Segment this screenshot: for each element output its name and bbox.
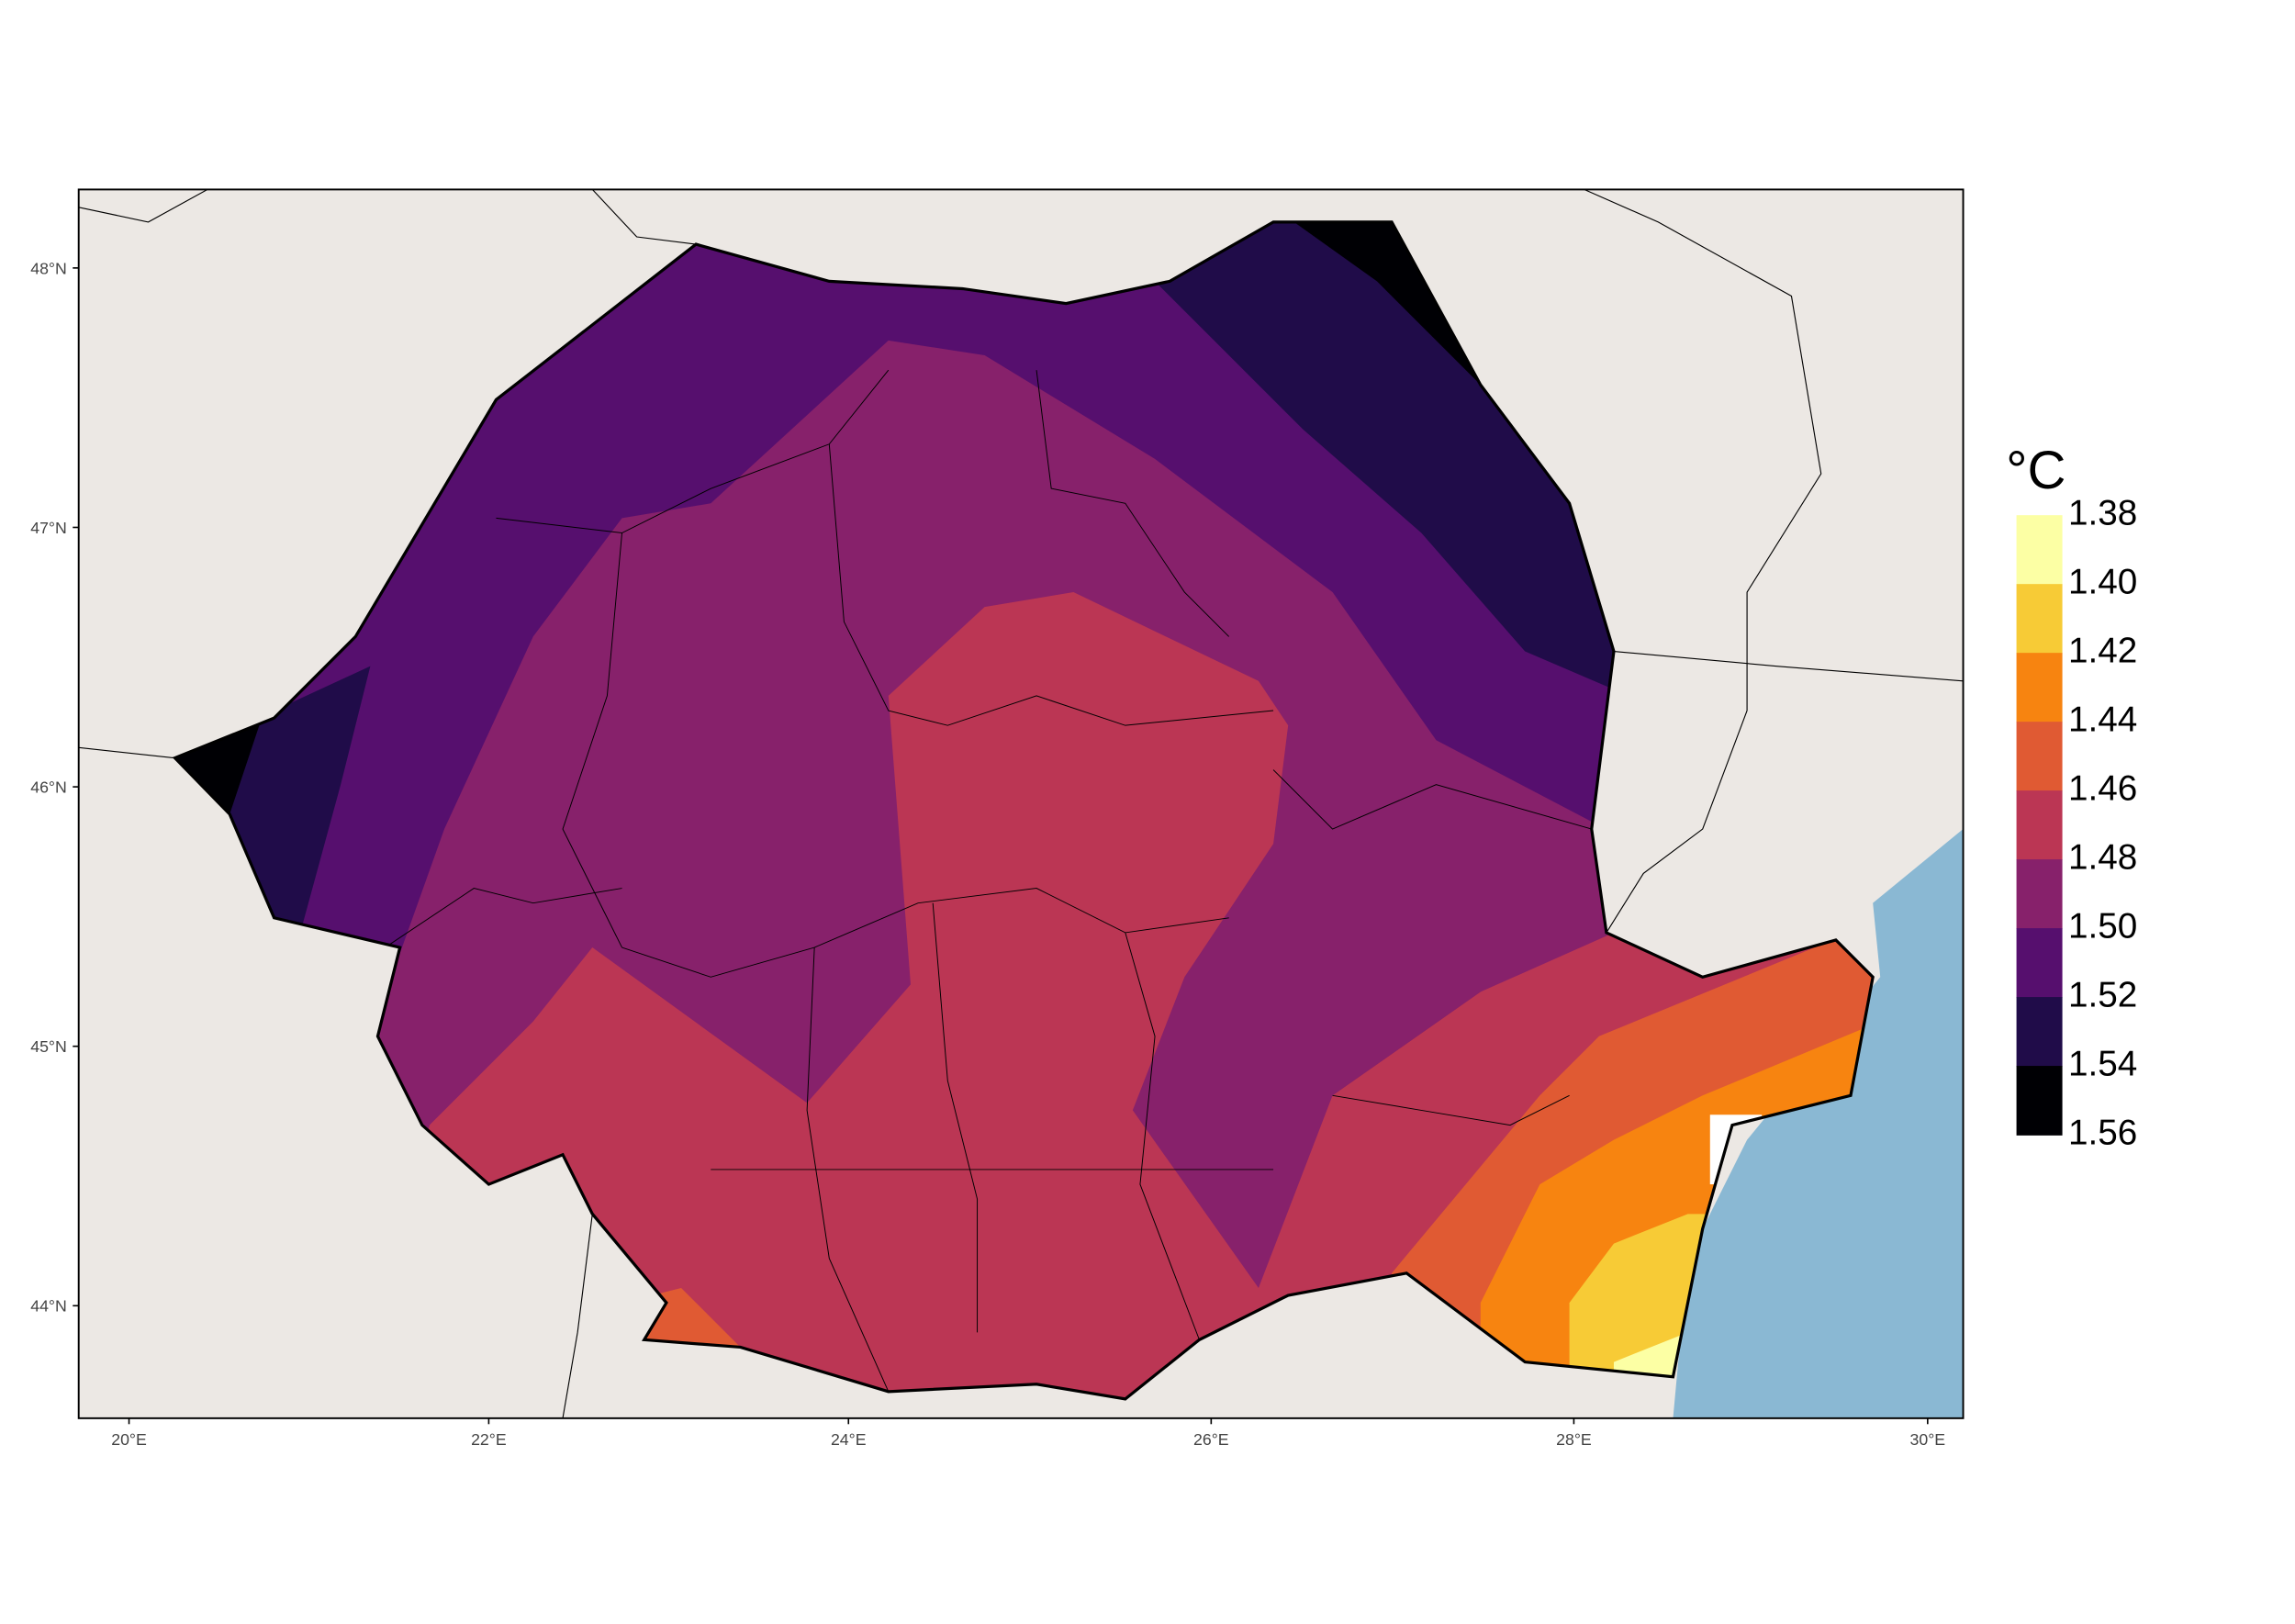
y-tick-label: 47°N: [30, 519, 67, 537]
border: [562, 1214, 593, 1418]
counties: [385, 369, 1592, 1393]
legend: °C 1.38 1.40 1.42 1.44 1.46 1.48 1.50 1.52 1.54 1…: [2006, 441, 2137, 1152]
y-tick-label: 48°N: [30, 259, 67, 277]
x-tick-label: 20°E: [111, 1430, 147, 1449]
legend-swatch: [2016, 722, 2063, 791]
x-tick-label: 26°E: [1193, 1430, 1229, 1449]
border: [1613, 650, 1964, 682]
legend-swatch: [2016, 584, 2063, 654]
legend-label: 1.38: [2068, 493, 2137, 532]
legend-label: 1.40: [2068, 562, 2137, 601]
legend-label: 1.42: [2068, 631, 2137, 670]
map-frame: [77, 188, 1965, 1419]
sea: [1673, 829, 1964, 1418]
x-tick-label: 28°E: [1556, 1430, 1592, 1449]
x-tick-label: 24°E: [831, 1430, 867, 1449]
border: [591, 189, 697, 245]
romania-border: [172, 220, 1875, 1401]
legend-title: °C: [2006, 441, 2066, 500]
x-tick-label: 30°E: [1910, 1430, 1946, 1449]
y-tick-label: 44°N: [30, 1297, 67, 1316]
legend-swatch: [2016, 653, 2063, 722]
x-tick-label: 22°E: [471, 1430, 507, 1449]
legend-swatch: [2016, 997, 2063, 1067]
legend-swatch: [2016, 790, 2063, 860]
legend-swatch: [2016, 515, 2063, 585]
legend-label: 1.50: [2068, 906, 2137, 946]
legend-label: 1.44: [2068, 700, 2137, 739]
y-tick-label: 45°N: [30, 1037, 67, 1056]
legend-label: 1.54: [2068, 1044, 2137, 1083]
legend-swatch: [2016, 1066, 2063, 1136]
legend-label: 1.52: [2068, 975, 2137, 1014]
legend-swatch: [2016, 928, 2063, 998]
border: [1584, 189, 1822, 934]
neighbors: [78, 189, 1964, 1418]
legend-label: 1.48: [2068, 837, 2137, 877]
axis-labels: 20°E 22°E 24°E 26°E 28°E 30°E 48°N 47°N 46°N 45°N…: [30, 259, 1945, 1449]
y-tick-label: 46°N: [30, 778, 67, 797]
legend-label: 1.46: [2068, 768, 2137, 808]
legend-swatch: [2016, 859, 2063, 929]
border: [78, 189, 208, 223]
border: [78, 746, 175, 759]
legend-label: 1.56: [2068, 1113, 2137, 1152]
